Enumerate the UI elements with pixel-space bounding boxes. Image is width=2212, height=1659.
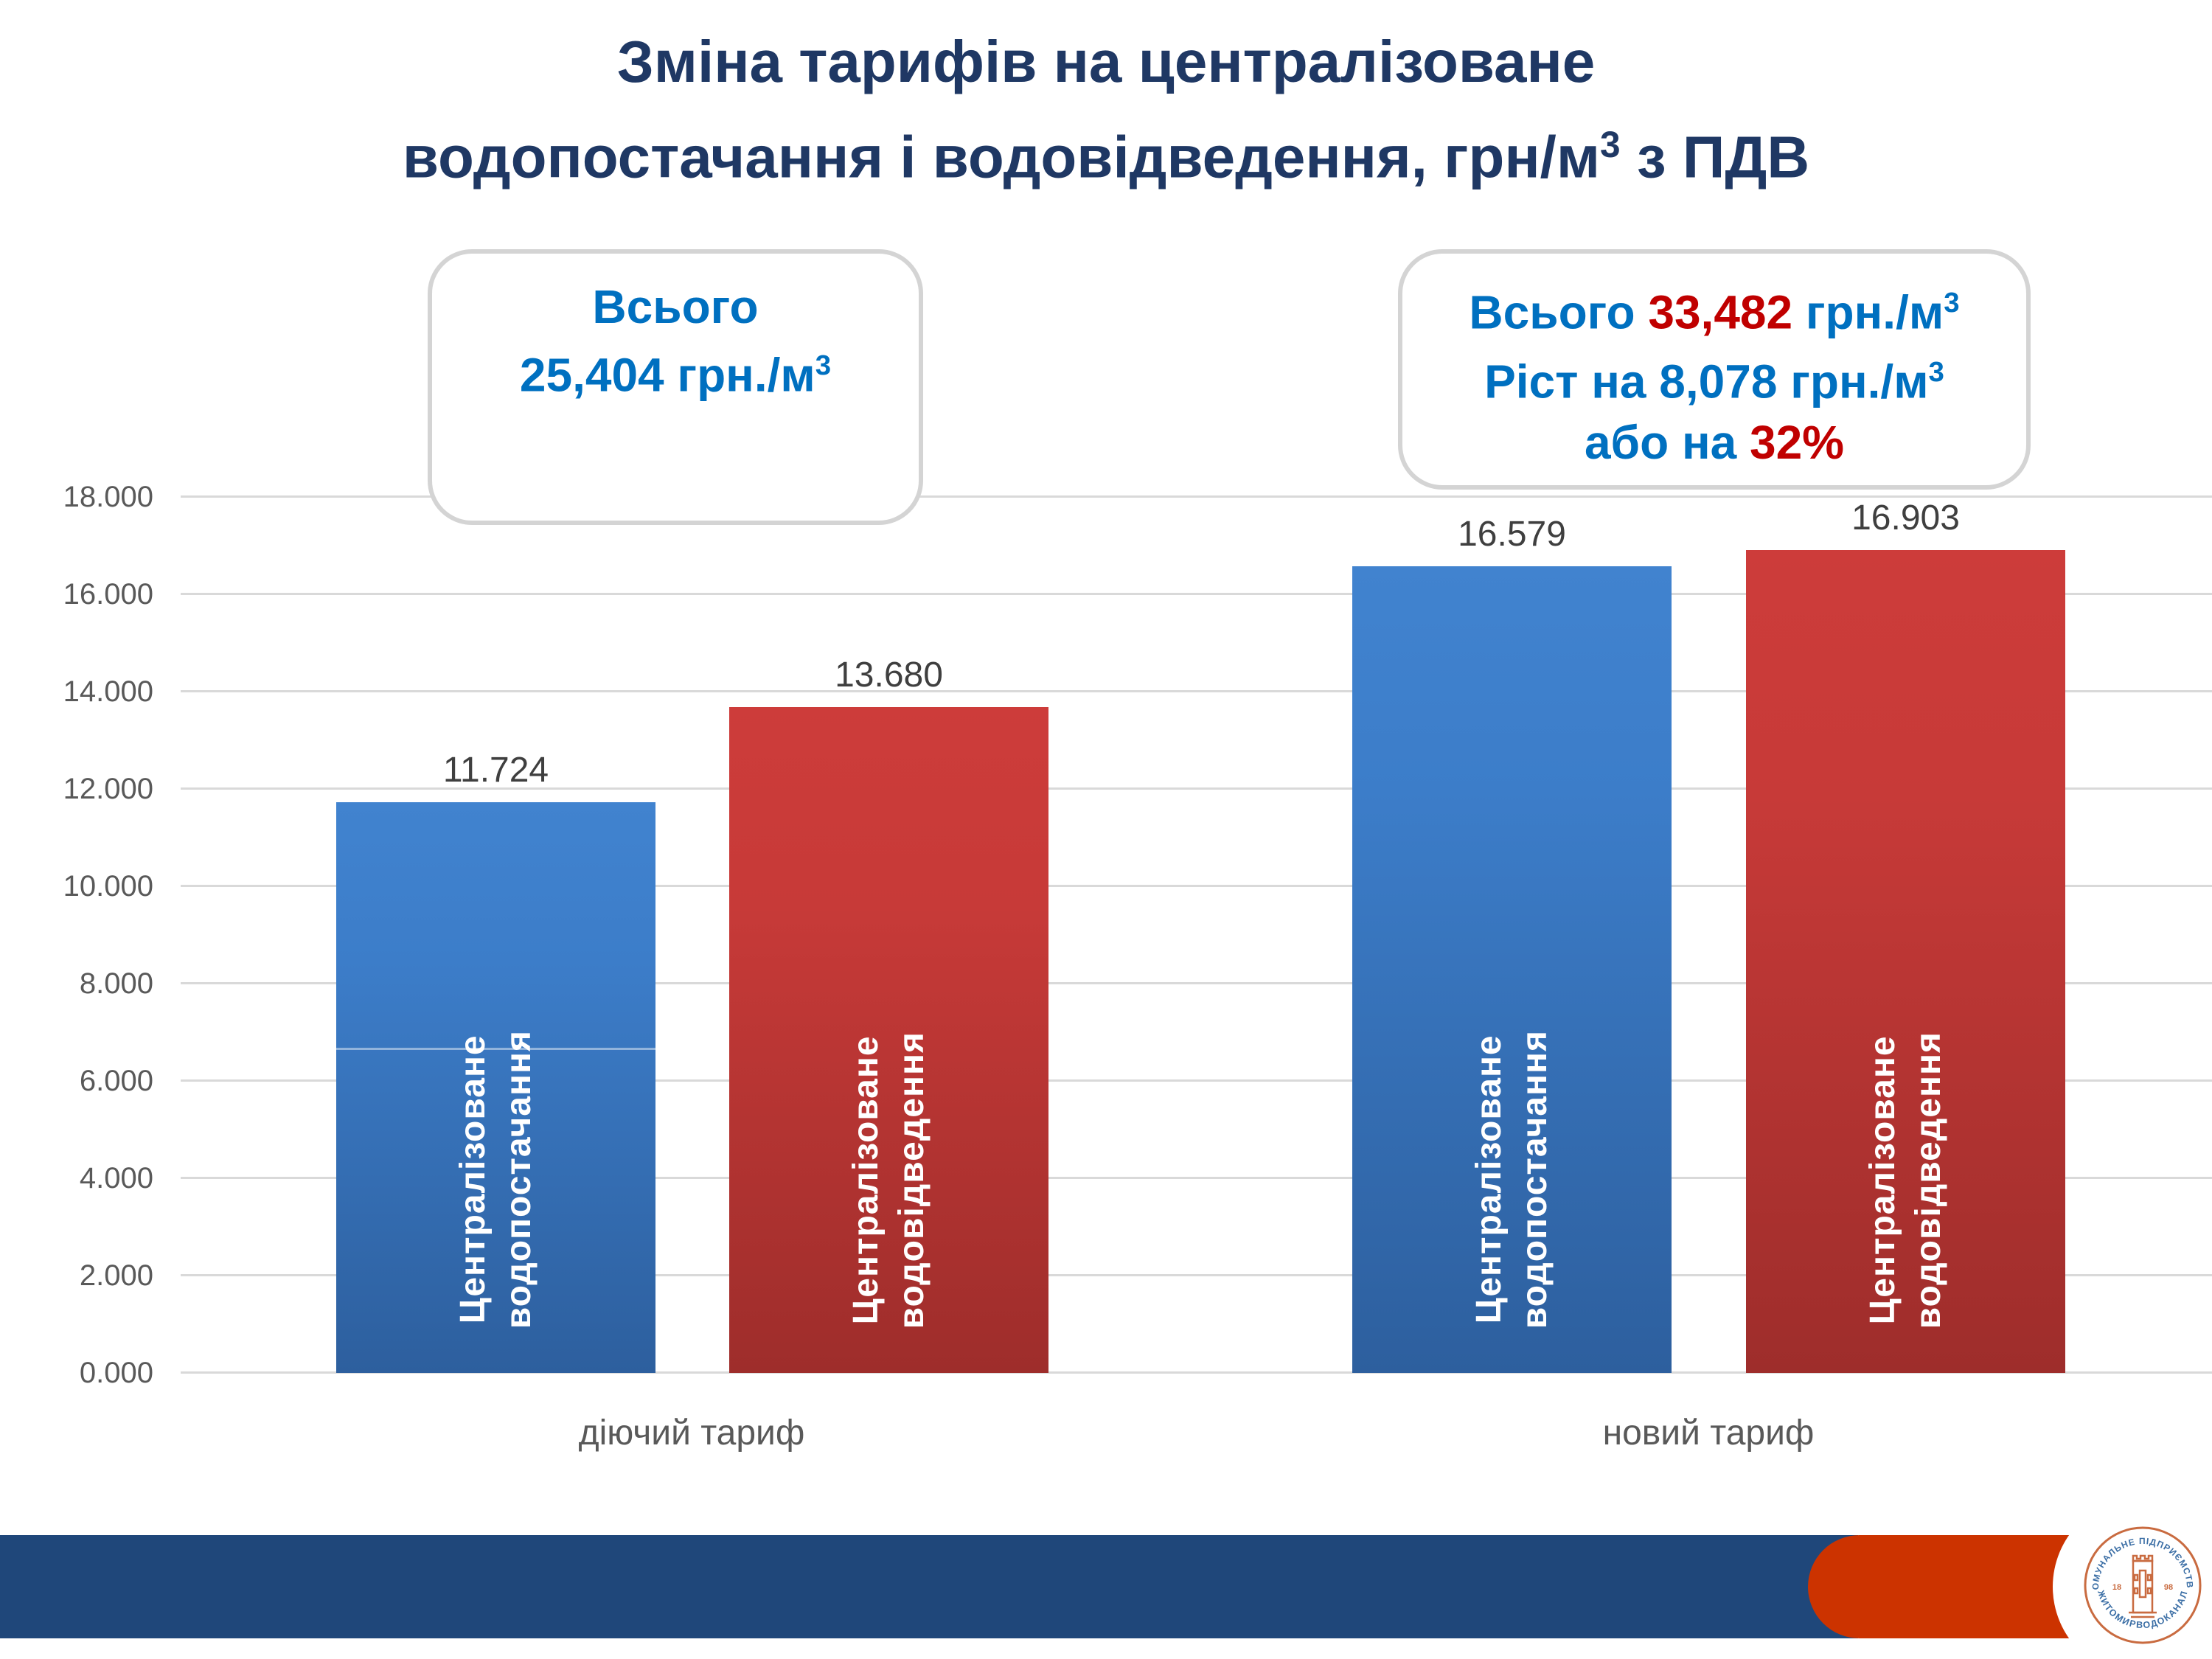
bar-inner-label: Централізоване водопостачання (1469, 1029, 1554, 1329)
bar-value-label: 11.724 (442, 751, 549, 790)
bar-inner-label: Централізоване водовідведення (846, 1031, 931, 1329)
callout-new-total-line1: Всього 33,482 грн./м3 (1469, 285, 1960, 339)
callout-current-total: Всього 25,404 грн./м3 (428, 249, 923, 525)
superscript-3: 3 (1944, 287, 1960, 319)
bar-value-label: 13.680 (835, 655, 943, 695)
callout-new-total-line3: або на 32% (1584, 415, 1845, 469)
y-axis-tick: 12.000 (63, 773, 153, 805)
company-logo-seal: КОМУНАЛЬНЕ ПІДПРИЄМСТВО ЖИТОМИРВОДОКАНАЛ… (2082, 1525, 2202, 1644)
bar-water-drainage-new: Централізоване водовідведення (1746, 550, 2065, 1373)
bar-inner-label: Централізоване водопостачання (453, 1029, 538, 1329)
superscript-3: 3 (1600, 124, 1621, 165)
bar-gradient-line (336, 1048, 655, 1050)
y-axis-tick: 2.000 (79, 1259, 153, 1292)
gridline (181, 495, 2212, 498)
gridline (181, 1371, 2212, 1374)
bar-value-label: 16.903 (1851, 498, 1960, 538)
gridline (181, 1177, 2212, 1179)
page-title-line2: водопостачання і водовідведення, грн/м3 … (402, 124, 1810, 190)
bar-column: 11.724 Централізоване водопостачання (336, 497, 655, 1373)
bar-water-supply-current: Централізоване водопостачання (336, 802, 655, 1373)
gridline (181, 690, 2212, 692)
logo-year-left: 18 (2112, 1583, 2121, 1592)
logo-water-tower-icon (2129, 1554, 2157, 1618)
superscript-3: 3 (1928, 356, 1944, 389)
gridline (181, 982, 2212, 984)
gridline (181, 885, 2212, 887)
callout-new-total: Всього 33,482 грн./м3 Ріст на 8,078 грн.… (1398, 249, 2031, 490)
bar-column: 16.579 Централізоване водопостачання (1352, 497, 1672, 1373)
x-axis-category-new: новий тариф (1602, 1413, 1815, 1453)
bar-group-current-tariff: 11.724 Централізоване водопостачання 13.6… (336, 497, 1048, 1373)
bar-column: 16.903 Централізоване водовідведення (1746, 497, 2065, 1373)
page-title: Зміна тарифів на централізоване водопост… (0, 21, 2212, 199)
bar-group-new-tariff: 16.579 Централізоване водопостачання 16.9… (1352, 497, 2065, 1373)
bar-water-supply-new: Централізоване водопостачання (1352, 566, 1672, 1373)
footer-blue-band (0, 1535, 1858, 1638)
callout-new-total-line2: Ріст на 8,078 грн./м3 (1484, 355, 1944, 408)
superscript-3: 3 (815, 349, 832, 381)
callout-current-total-caption: Всього (592, 280, 759, 333)
gridline (181, 1274, 2212, 1276)
gridline (181, 787, 2212, 790)
logo-year-right: 98 (2164, 1583, 2173, 1592)
y-axis-tick: 4.000 (79, 1162, 153, 1194)
gridline (181, 1079, 2212, 1082)
y-axis-tick: 14.000 (63, 675, 153, 708)
gridline (181, 593, 2212, 595)
y-axis-tick: 6.000 (79, 1065, 153, 1097)
page-title-line1: Зміна тарифів на централізоване (616, 29, 1596, 94)
y-axis-tick: 10.000 (63, 870, 153, 902)
y-axis-tick: 8.000 (79, 967, 153, 1000)
callout-current-total-value: 25,404 грн./м3 (519, 348, 832, 402)
y-axis-tick: 0.000 (79, 1357, 153, 1389)
bar-column: 13.680 Централізоване водовідведення (729, 497, 1048, 1373)
y-axis-tick: 16.000 (63, 578, 153, 611)
bar-water-drainage-current: Централізоване водовідведення (729, 707, 1048, 1373)
y-axis-tick: 18.000 (63, 481, 153, 513)
x-axis-category-current: діючий тариф (578, 1413, 805, 1453)
bar-inner-label: Централізоване водовідведення (1863, 1031, 1948, 1329)
bar-value-label: 16.579 (1458, 514, 1566, 554)
footer-orange-band (1808, 1535, 2073, 1638)
